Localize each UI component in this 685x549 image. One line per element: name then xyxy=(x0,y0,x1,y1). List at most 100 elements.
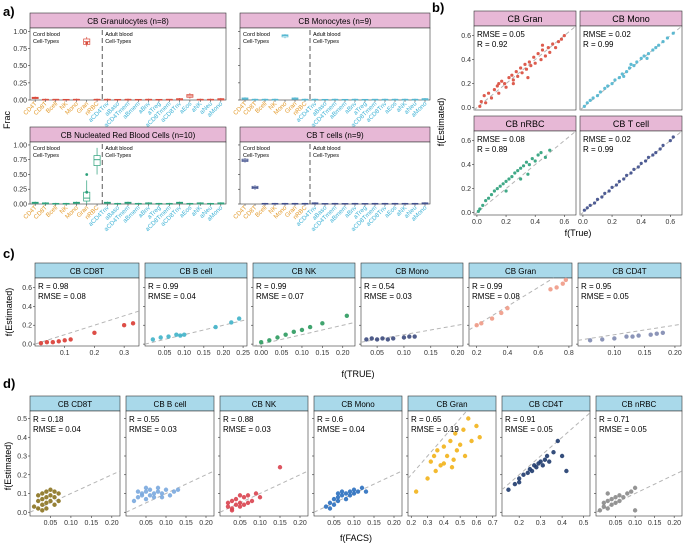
d-facet-2-xtick-label: 0.10 xyxy=(253,520,267,527)
d-facet-4-point xyxy=(431,453,437,459)
d-facet-4-point xyxy=(448,438,453,444)
c-facet-5-point xyxy=(612,336,617,341)
d-facet-3-point xyxy=(339,493,345,498)
c-facet-3-strip-title: CB Mono xyxy=(395,267,429,276)
c-facet-0-point xyxy=(50,340,56,345)
b-facet-0-point xyxy=(479,100,483,104)
a-facet-2-ytick-label: 0.25 xyxy=(13,187,27,194)
a-facet-3-cord-label-2: Cell-Types xyxy=(243,153,269,159)
c-facet-2-xtick-label: 0.05 xyxy=(275,350,289,357)
d-facet-2-xtick-label: 0.05 xyxy=(233,520,247,527)
c-facet-5-r: R = 0.95 xyxy=(581,282,612,291)
c-facet-1-point xyxy=(229,320,234,325)
d-facet-1-point xyxy=(135,489,141,494)
b-facet-2-ytick-label: 0.6 xyxy=(461,138,471,145)
b-facet-3-xtick-label: 0.6 xyxy=(665,219,675,226)
b-facet-0-point xyxy=(486,91,491,95)
d-facet-6-xtick-label: 0.05 xyxy=(609,520,623,527)
d-facet-6-xtick-label: 0.20 xyxy=(667,520,681,527)
a-facet-0-adult-label-1: Adult blood xyxy=(105,32,133,38)
c-facet-2-point xyxy=(344,313,350,318)
a-facet-1-cord-label-2: Cell-Types xyxy=(243,39,269,45)
d-facet-3-identity-line xyxy=(313,470,403,513)
d-facet-4-point xyxy=(453,431,458,436)
b-facet-1-point xyxy=(651,48,655,52)
d-facet-1-point xyxy=(155,489,161,494)
d-facet-5-xtick-label: 0.4 xyxy=(557,520,567,527)
b-facet-2-ytick-label: 0.2 xyxy=(461,186,471,193)
d-facet-1-point xyxy=(143,485,149,491)
a-facet-2-outlier xyxy=(85,173,89,176)
a-facet-2-adult-label-1: Adult blood xyxy=(105,146,133,152)
d-facet-4-point xyxy=(435,448,440,453)
c-facet-0-ytick-label: 0.4 xyxy=(22,304,32,311)
c-facet-3-plot-border xyxy=(360,277,464,347)
d-facet-0-xtick-label: 0.15 xyxy=(85,520,99,527)
b-facet-0-point xyxy=(543,54,548,58)
b-facet-0-point xyxy=(556,40,561,44)
d-facet-5-point xyxy=(529,468,535,474)
d-facet-5-point xyxy=(542,457,548,462)
d-facet-4-xtick-label: 0.6 xyxy=(472,520,482,527)
b-facet-0-r: R = 0.92 xyxy=(477,40,508,49)
c-facet-1-point xyxy=(158,335,163,340)
d-facet-5-point xyxy=(551,450,556,455)
b-facet-1-point xyxy=(603,86,607,90)
b-facet-3-point xyxy=(661,143,665,147)
b-facet-3-point xyxy=(585,206,589,210)
b-facet-0-strip-title: CB Gran xyxy=(507,14,542,24)
c-facet-0-point xyxy=(92,330,97,335)
b-facet-1-point xyxy=(582,104,586,108)
d-facet-3-xtick-label: 0.10 xyxy=(347,520,361,527)
a-facet-3-adult-label-2: Cell-Types xyxy=(313,153,339,159)
d-facet-2-rmse: RMSE = 0.03 xyxy=(223,425,271,434)
d-facet-1-point xyxy=(151,491,157,496)
a-facet-2-outlier xyxy=(85,190,89,194)
c-facet-3-xtick-label: 0.15 xyxy=(424,350,438,357)
b-facet-2-point xyxy=(519,166,523,170)
d-facet-4-point xyxy=(433,468,438,474)
d-facet-5-identity-line xyxy=(501,412,591,491)
a-facet-3-plot-border xyxy=(239,141,431,205)
c-facet-3-xtick-label: 0.05 xyxy=(370,350,384,357)
d-facet-4-point xyxy=(469,438,474,444)
d-facet-2-point xyxy=(241,495,247,500)
b-facet-2-point xyxy=(548,148,552,152)
d-facet-5-r: R = 0.91 xyxy=(505,415,536,424)
d-facet-3-point xyxy=(351,491,357,496)
b-facet-1-point xyxy=(671,31,675,35)
d-facet-5-point xyxy=(555,438,561,444)
b-facet-0-point xyxy=(520,71,524,75)
d-facet-5-rmse: RMSE = 0.05 xyxy=(505,425,553,434)
d-facet-1-point xyxy=(147,487,153,492)
d-facet-3-point xyxy=(355,489,361,494)
d-facet-0-point xyxy=(48,498,53,504)
d-facet-0-point xyxy=(40,502,45,507)
d-facet-6-point xyxy=(621,495,626,500)
d-facet-2-point xyxy=(237,500,243,506)
b-facet-0-point xyxy=(511,78,515,82)
b-facet-1-point xyxy=(588,98,592,102)
d-facet-5-point xyxy=(564,468,569,474)
b-facet-2-rmse: RMSE = 0.08 xyxy=(477,135,525,144)
b-facet-2-ytick-label: 0.0 xyxy=(461,210,471,217)
d-facet-5-xtick-label: 0.3 xyxy=(536,520,546,527)
b-facet-1-point xyxy=(639,56,643,61)
d-facet-1-point xyxy=(171,489,177,494)
b-facet-2-point xyxy=(513,171,517,175)
c-facet-3-point xyxy=(364,337,369,342)
c-facet-5-identity-line xyxy=(577,323,682,341)
b-facet-3-point xyxy=(617,179,621,183)
c-facet-0-strip-title: CB CD8T xyxy=(70,267,104,276)
c-facet-1-point xyxy=(150,337,156,342)
b-facet-2-point xyxy=(492,189,496,193)
c-facet-0-xtick-label: 0.3 xyxy=(119,350,129,357)
b-facet-0-point xyxy=(489,96,494,100)
d-facet-4-point xyxy=(454,448,460,453)
b-facet-0-point xyxy=(532,55,536,59)
c-facet-2-xtick-label: 0.15 xyxy=(316,350,330,357)
b-facet-0-point xyxy=(504,85,508,89)
b-facet-1-rmse: RMSE = 0.02 xyxy=(583,30,631,39)
d-facet-2-point xyxy=(225,504,231,509)
d-facet-4-xtick-label: 0.2 xyxy=(406,520,416,527)
